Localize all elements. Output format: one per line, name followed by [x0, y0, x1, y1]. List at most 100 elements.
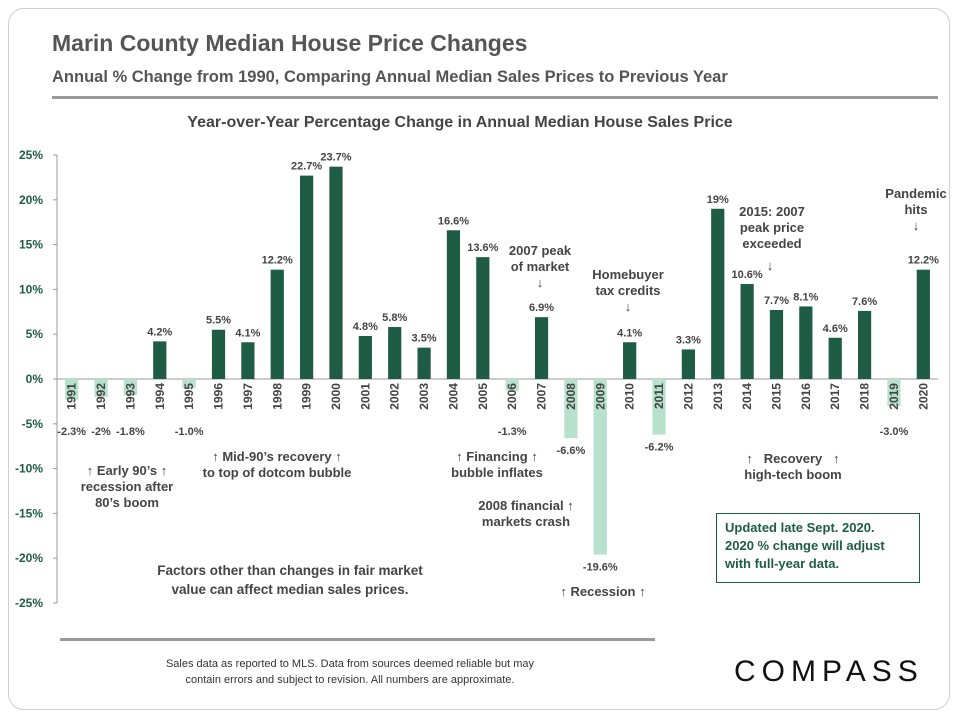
bar [358, 335, 372, 379]
bar [740, 284, 754, 379]
bar [564, 379, 578, 439]
bar [505, 379, 519, 391]
down-arrow-icon: ↓ [912, 218, 920, 233]
data-label: 22.7% [291, 161, 322, 173]
x-tick-label: 2001 [358, 383, 372, 410]
bar [241, 342, 255, 379]
bar [270, 269, 284, 379]
data-label: 19% [707, 194, 729, 206]
data-label: -6.2% [645, 442, 674, 454]
bar [417, 347, 431, 379]
down-arrow-icon: ↓ [536, 275, 544, 290]
annotation-recession: ↑ Recession ↑ [560, 584, 646, 599]
compass-logo: COMPASS [734, 655, 924, 688]
data-label: 6.9% [529, 302, 554, 314]
bar [300, 175, 314, 379]
x-tick-label: 2020 [916, 383, 930, 410]
bar [916, 269, 930, 379]
up-arrow-icon: ↑ [639, 584, 646, 599]
y-tick-label: -20% [15, 551, 43, 565]
x-tick-label: 2007 [535, 383, 549, 410]
bar [857, 310, 872, 379]
x-tick-label: 1995 [182, 383, 196, 410]
up-arrow-icon: ↑ [160, 463, 168, 478]
data-label: 13.6% [467, 242, 498, 254]
bar [446, 230, 461, 379]
x-tick-label: 1993 [123, 383, 137, 410]
data-label: -1.0% [175, 426, 204, 438]
footer-disclaimer: Sales data as reported to MLS. Data from… [165, 658, 535, 686]
bar [123, 379, 138, 396]
annotation-early-90s: ↑ Early 90’s ↑ recession after 80’s boom [80, 463, 174, 510]
up-arrow-icon: ↑ [560, 584, 567, 599]
y-tick-label: 10% [19, 282, 43, 296]
data-label: -1.8% [116, 426, 145, 438]
data-label: 4.1% [235, 327, 260, 339]
y-tick-label: 0% [26, 372, 44, 386]
x-tick-label: 2000 [329, 383, 343, 410]
x-tick-label: 2017 [828, 383, 842, 410]
bar [769, 310, 784, 379]
up-arrow-icon: ↑ [456, 449, 463, 464]
bar [711, 208, 725, 379]
x-tick-label: 2010 [623, 383, 637, 410]
up-arrow-icon: ↑ [335, 449, 342, 464]
y-tick-label: 20% [19, 193, 43, 207]
data-label: 7.6% [852, 296, 877, 308]
x-tick-label: 2012 [681, 383, 695, 410]
x-tick-label: 2018 [858, 383, 872, 410]
x-tick-label: 1999 [300, 383, 314, 410]
y-tick-label: 25% [19, 148, 43, 162]
bar [534, 317, 549, 379]
data-label: 5.8% [382, 312, 407, 324]
down-arrow-icon: ↓ [624, 299, 632, 314]
data-label: 4.8% [353, 321, 378, 333]
x-tick-label: 2013 [711, 383, 725, 410]
x-tick-label: 2016 [799, 383, 813, 410]
y-tick-label: -25% [15, 596, 43, 610]
up-arrow-icon: ↑ [212, 449, 219, 464]
data-label: 3.3% [676, 334, 701, 346]
data-label: -19.6% [583, 562, 618, 574]
data-label: 8.1% [793, 291, 818, 303]
bar [799, 306, 813, 379]
annotation-2007-peak: 2007 peak of market ↓ [498, 243, 582, 291]
y-tick-label: -15% [15, 506, 43, 520]
data-label: -2.3% [57, 426, 86, 438]
annotation-2015-arrow: ↓ [760, 258, 780, 274]
x-tick-label: 1996 [212, 383, 226, 410]
x-tick-label: 2015 [769, 383, 783, 410]
data-label: -1.3% [498, 426, 527, 438]
bar [65, 379, 79, 400]
up-arrow-icon: ↑ [86, 463, 94, 478]
y-tick-label: 15% [19, 238, 43, 252]
bar [652, 379, 666, 435]
x-tick-label: 1991 [65, 383, 79, 410]
x-tick-label: 1998 [270, 383, 284, 410]
x-tick-label: 2014 [740, 383, 754, 410]
bar [828, 337, 842, 379]
up-arrow-icon: ↑ [531, 449, 538, 464]
data-label: -6.6% [557, 445, 586, 457]
data-label: 7.7% [764, 295, 789, 307]
bar [476, 257, 490, 379]
bar [887, 379, 901, 406]
annotation-pandemic: Pandemic hits ↓ [876, 186, 956, 234]
data-label: -2% [91, 426, 111, 438]
data-label: 4.1% [617, 327, 642, 339]
data-label: 3.5% [412, 333, 437, 345]
x-tick-label: 2004 [446, 383, 460, 410]
bar [329, 166, 343, 379]
annotation-factors: Factors other than changes in fair marke… [157, 563, 423, 597]
data-label: 5.5% [206, 315, 231, 327]
x-tick-label: 1997 [241, 383, 255, 410]
chart-title: Year-over-Year Percentage Change in Annu… [187, 114, 732, 131]
data-label: 23.7% [320, 152, 351, 164]
x-tick-label: 2003 [417, 383, 431, 410]
annotation-2008-crash: 2008 financial ↑ markets crash [478, 498, 574, 529]
up-arrow-icon: ↑ [746, 451, 753, 466]
data-label: 10.6% [732, 269, 763, 281]
x-tick-label: 2005 [476, 383, 490, 410]
y-tick-label: -5% [22, 417, 44, 431]
down-arrow-icon: ↓ [766, 258, 774, 273]
